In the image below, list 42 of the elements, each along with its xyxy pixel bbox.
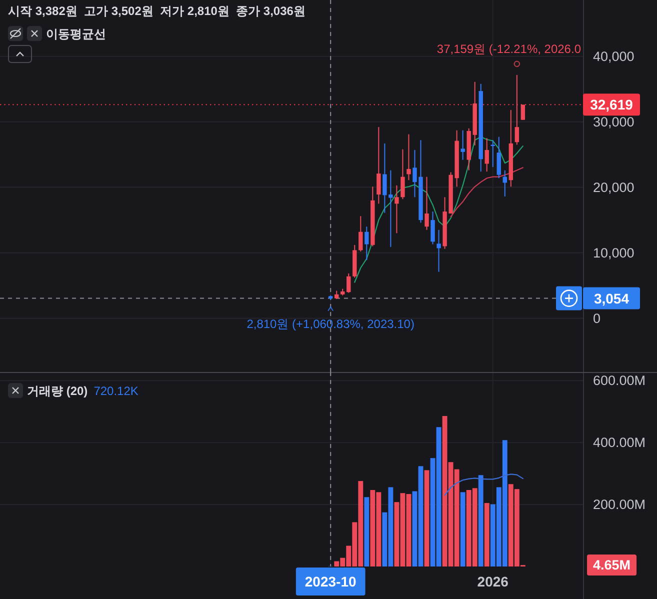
ref-line-label: 32,619 — [590, 96, 634, 113]
candlestick — [496, 136, 501, 179]
candlestick — [430, 211, 435, 245]
y-tick-label: 200.00M — [593, 497, 646, 512]
candlestick — [406, 134, 411, 181]
text: 720.12K — [94, 384, 138, 398]
annotation: 37,159원 (-12.21%, 2026.0 — [436, 42, 582, 56]
candlestick — [346, 272, 351, 294]
y-tick-label: 4.65M — [593, 558, 631, 573]
candlestick — [364, 226, 369, 261]
y-tick-label: 400.00M — [593, 435, 646, 450]
bar — [478, 475, 484, 566]
y-tick-label: 30,000 — [593, 114, 634, 130]
candlestick — [484, 138, 489, 172]
bar — [460, 492, 466, 566]
ref-line-label: 3,054 — [594, 290, 630, 306]
x-tick-label: 2026 — [477, 574, 509, 590]
text: 시작 3,382원 고가 3,502원 저가 2,810원 종가 3,036원 — [8, 4, 306, 18]
x-tick-label: 2023-10 — [304, 574, 356, 590]
y-tick-label: 10,000 — [593, 245, 634, 260]
candlestick — [490, 140, 495, 168]
candlestick — [436, 229, 441, 272]
candlestick — [376, 126, 381, 204]
legend-title: 거래량 (20) — [27, 384, 88, 398]
candlestick — [358, 216, 363, 252]
line-series — [354, 136, 524, 283]
legend-title: 이동평균선 — [46, 27, 106, 41]
line-series — [444, 474, 524, 496]
bar — [484, 503, 490, 566]
candlestick — [394, 184, 399, 234]
y-tick-label: 0 — [593, 310, 601, 326]
line-series — [450, 167, 524, 218]
candlestick — [520, 104, 526, 120]
candlestick — [424, 176, 429, 230]
y-tick-label: 20,000 — [593, 180, 634, 195]
y-tick-label: 40,000 — [593, 48, 634, 64]
candlestick — [400, 148, 405, 200]
y-tick-label: 600.00M — [593, 373, 646, 388]
candlestick — [514, 74, 520, 146]
annotation: 2,810원 (+1,060.83%, 2023.10) — [246, 316, 414, 331]
bar — [424, 470, 430, 566]
candlestick — [460, 130, 465, 160]
